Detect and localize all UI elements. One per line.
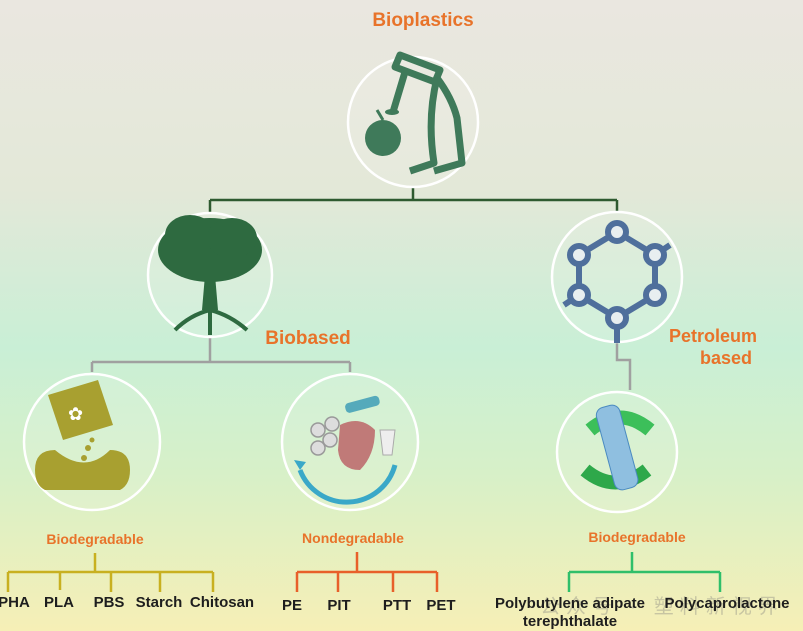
biobased-connector (90, 337, 352, 372)
tree-icon (158, 215, 262, 335)
item-starch: Starch (135, 594, 183, 611)
label-petroleum: Petroleum (668, 326, 758, 346)
plastic-waste-icon (294, 395, 398, 505)
item-pbat-line1: Polybutylene adipate (494, 595, 646, 612)
item-pit: PIT (327, 597, 351, 614)
item-pla: PLA (44, 594, 74, 611)
green-bracket (567, 552, 722, 592)
item-chitosan: Chitosan (189, 594, 255, 611)
molecule-icon (562, 220, 672, 343)
item-pbat-line2: terephthalate (522, 613, 618, 630)
item-pha: PHA (0, 594, 30, 611)
label-nondegradable: Nondegradable (302, 530, 404, 546)
bottle-recycle-icon (580, 404, 655, 491)
petroleum-connector (615, 342, 632, 390)
label-bio-biodegradable: Biodegradable (46, 531, 144, 547)
title-bioplastics: Bioplastics (372, 10, 474, 31)
orange-bracket (295, 552, 439, 592)
item-pbs: PBS (93, 594, 125, 611)
label-biobased: Biobased (265, 328, 351, 349)
item-ptt: PTT (382, 597, 412, 614)
top-connector (208, 187, 619, 213)
yellow-bracket (6, 553, 215, 592)
compost-bag-icon: ✿ (35, 380, 130, 490)
item-polycaprolactone: Polycaprolactone (664, 595, 790, 612)
label-based: based (699, 348, 753, 368)
label-petro-biodegradable: Biodegradable (588, 529, 686, 545)
item-pet: PET (426, 597, 456, 614)
watermark: 公众号 · 塑料新视界 (540, 596, 784, 618)
bag-apple-icon (365, 51, 466, 175)
svg-text:✿: ✿ (68, 404, 83, 424)
item-pe: PE (281, 597, 303, 614)
